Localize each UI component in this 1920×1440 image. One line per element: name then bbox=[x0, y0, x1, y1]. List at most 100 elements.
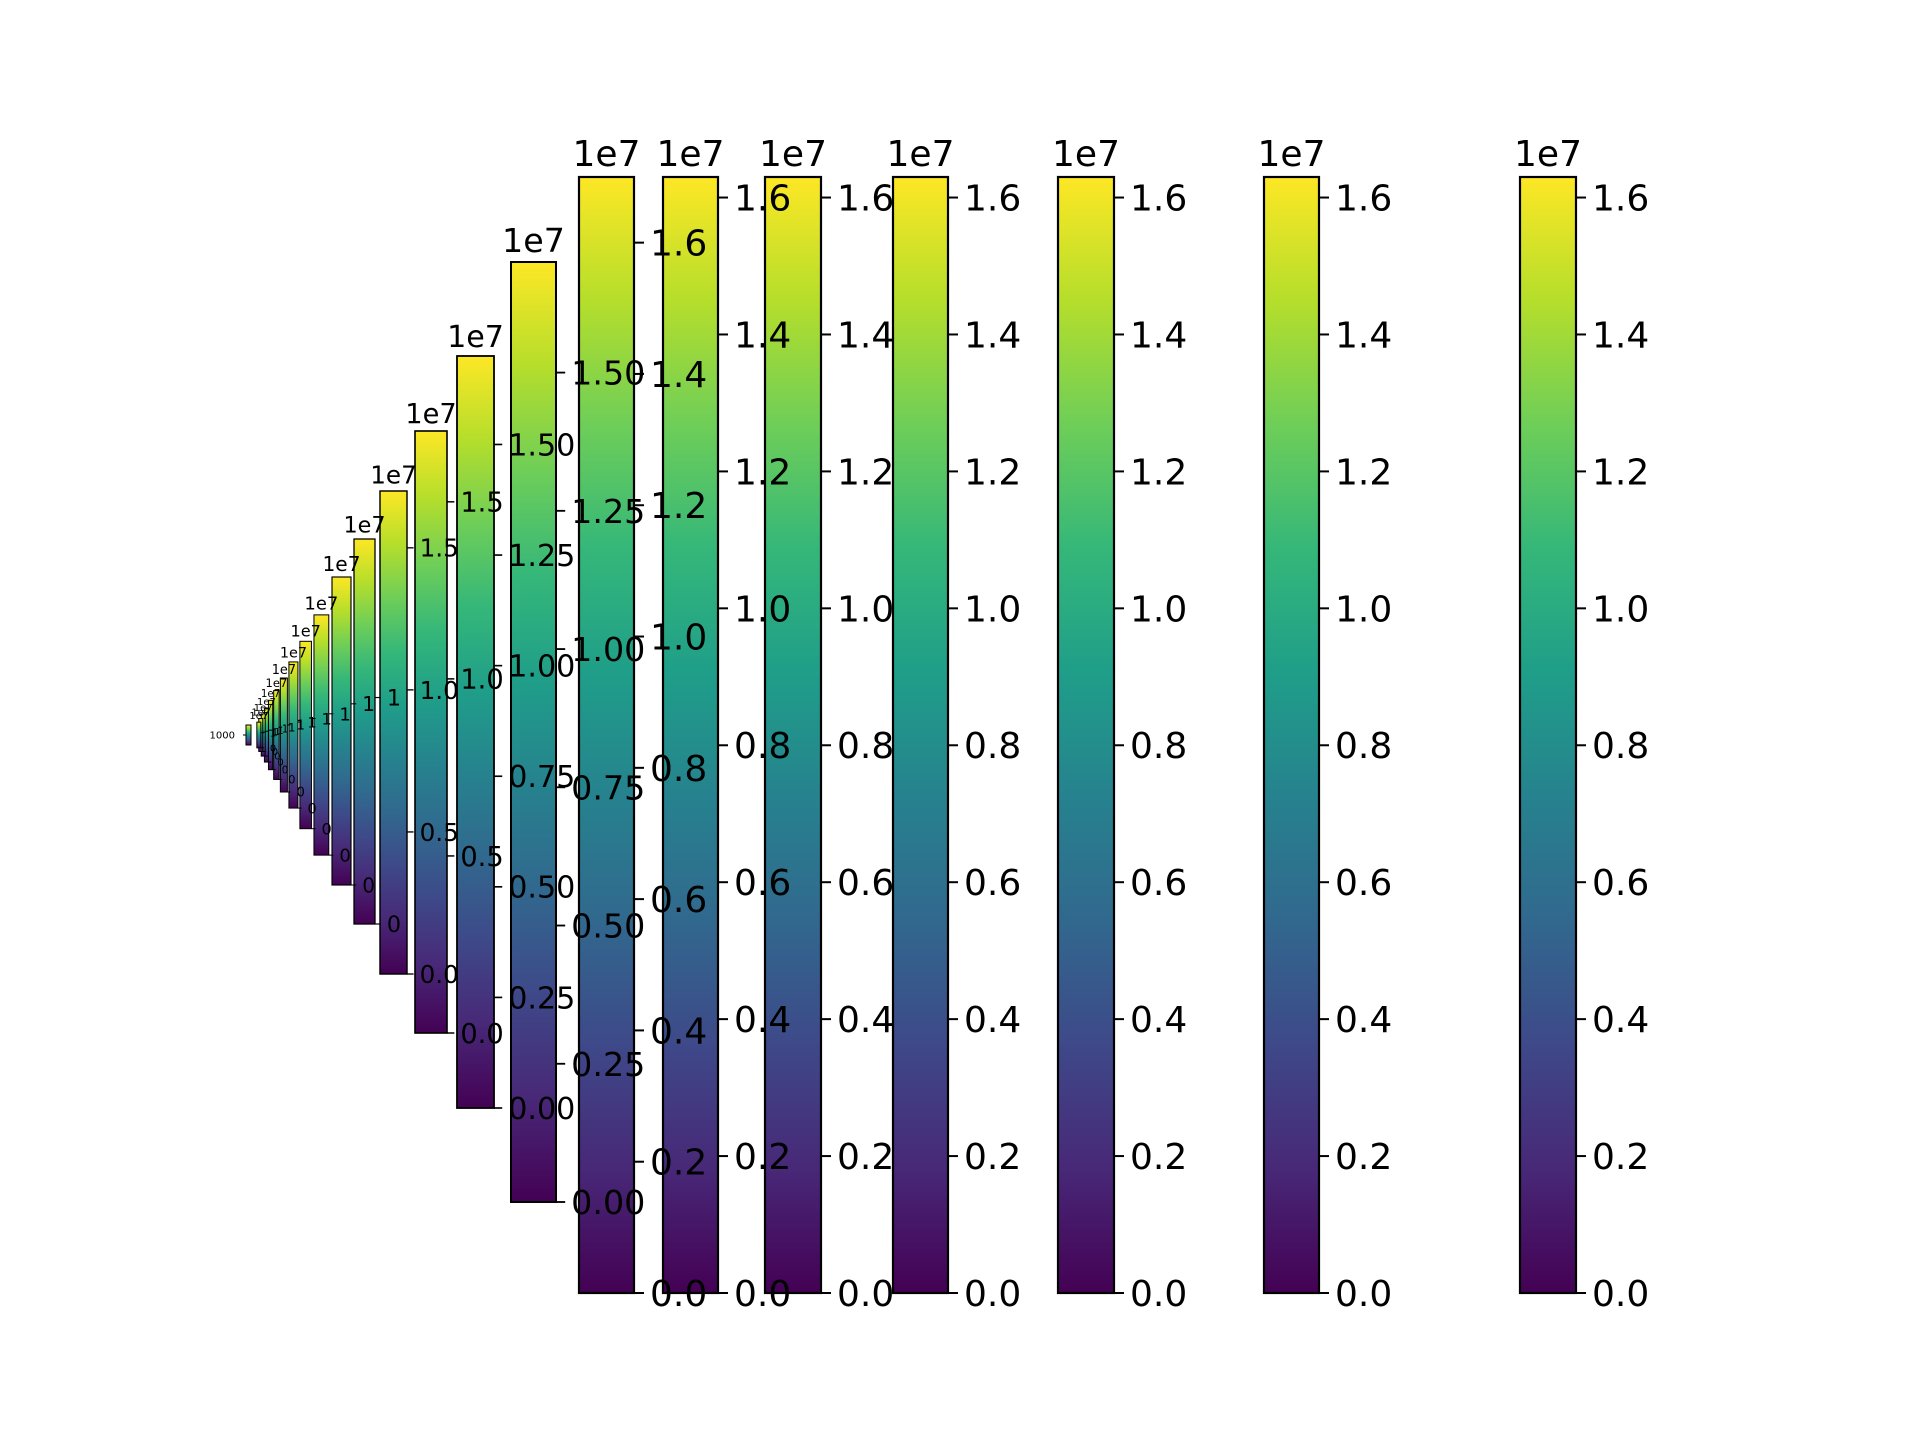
colorbar-tick-label: 0.5 bbox=[460, 842, 503, 873]
offset-label: 1e7 bbox=[304, 593, 338, 614]
colorbar-tick-label: 0.8 bbox=[1335, 726, 1392, 767]
colorbar-tick-label: 0 bbox=[387, 912, 401, 938]
offset-label: 1e7 bbox=[266, 676, 288, 690]
colorbar-tick-label: 0.6 bbox=[1335, 863, 1392, 904]
colorbar-tick-label: 1.00 bbox=[508, 649, 575, 684]
colorbar-tick-label: 1.0 bbox=[1130, 589, 1187, 630]
offset-label: 1e7 bbox=[272, 663, 296, 678]
colorbar-tick-label: 1.6 bbox=[1130, 178, 1187, 219]
colorbar-tick-label: 0.4 bbox=[1592, 1000, 1649, 1041]
colorbar-tick-label: 0.75 bbox=[571, 768, 645, 807]
colorbar-gradient bbox=[509, 260, 558, 1204]
colorbar-tick-label: 0 bbox=[308, 801, 317, 817]
colorbar-gradient bbox=[379, 490, 408, 975]
colorbar-tick-label: 0 bbox=[277, 758, 283, 769]
colorbar-gradient bbox=[577, 175, 636, 1295]
colorbar-tick-label: 0 bbox=[362, 873, 375, 897]
colorbar-tick-label: 0.2 bbox=[964, 1137, 1021, 1178]
colorbar: 1e7 0.00 0.25 0.50 0.75 1.00 1.25 1.50 bbox=[502, 221, 645, 1222]
colorbar-tick-label: 0.0 bbox=[1130, 1274, 1187, 1315]
colorbar-tick-label: 1.4 bbox=[964, 315, 1021, 356]
colorbar-tick-label: 1.2 bbox=[1335, 452, 1392, 493]
colorbar-tick-label: 1000 bbox=[210, 731, 235, 742]
colorbar-tick-label: 0.00 bbox=[508, 1092, 575, 1127]
colorbar-gradient bbox=[313, 614, 330, 856]
colorbar: 1e7 0.00 0.25 0.50 0.75 1.00 1.25 1.50 bbox=[447, 320, 575, 1127]
colorbar-tick-label: 1.2 bbox=[734, 452, 791, 493]
colorbar-tick-label: 1.0 bbox=[650, 617, 707, 658]
colorbar-tick-label: 1 bbox=[288, 720, 295, 734]
colorbar-tick-label: 0.25 bbox=[571, 1045, 645, 1084]
colorbar-tick-label: 0 bbox=[274, 752, 280, 763]
colorbar-tick-label: 1.0 bbox=[1592, 589, 1649, 630]
colorbar: 1e7 0.0 0.2 0.4 0.6 0.8 1.0 1.2 1.4 1.6 bbox=[759, 134, 894, 1315]
offset-label: 1e7 bbox=[502, 221, 565, 260]
colorbar-tick-label: 1.4 bbox=[734, 315, 791, 356]
offset-label: 1e7 bbox=[261, 688, 280, 700]
offset-label: 1e7 bbox=[257, 697, 276, 708]
colorbar-tick-label: 0.2 bbox=[734, 1137, 791, 1178]
colorbar-gradient bbox=[331, 576, 352, 886]
colorbar-tick-label: 1.4 bbox=[1335, 315, 1392, 356]
colorbar-tick-label: 0.2 bbox=[1130, 1137, 1187, 1178]
colorbar-gradient bbox=[891, 175, 950, 1295]
colorbar-tick-label: 0.0 bbox=[837, 1274, 894, 1315]
colorbar-tick-label: 1.0 bbox=[420, 676, 459, 705]
colorbar-tick-label: 0.8 bbox=[837, 726, 894, 767]
colorbar-gradient bbox=[299, 640, 312, 830]
colorbar: 1e7 0.0 0.2 0.4 0.6 0.8 1.0 1.2 1.4 1.6 bbox=[1258, 134, 1393, 1315]
colorbar-tick-label: 0.25 bbox=[508, 981, 575, 1016]
offset-label: 1e7 bbox=[290, 621, 320, 640]
offset-label: 1e7 bbox=[1052, 134, 1120, 175]
offset-label: 1e7 bbox=[370, 461, 417, 490]
colorbar-tick-label: 1.6 bbox=[734, 178, 791, 219]
colorbar: 1e7 0 1 bbox=[249, 711, 276, 754]
colorbar: 1e7 0.0 0.2 0.4 0.6 0.8 1.0 1.2 1.4 1.6 bbox=[887, 134, 1022, 1315]
colorbar-tick-label: 0.0 bbox=[420, 960, 459, 989]
offset-label: 1e7 bbox=[759, 134, 827, 175]
colorbar-tick-label: 1.0 bbox=[1335, 589, 1392, 630]
colorbar-tick-label: 0.8 bbox=[1592, 726, 1649, 767]
colorbar-tick-label: 1.25 bbox=[571, 492, 645, 531]
colorbar-tick-label: 1.0 bbox=[734, 589, 791, 630]
colorbar-tick-label: 0.4 bbox=[734, 1000, 791, 1041]
offset-label: 1e7 bbox=[249, 711, 268, 722]
offset-label: 1e7 bbox=[1258, 134, 1326, 175]
colorbar-tick-label: 0.0 bbox=[650, 1274, 707, 1315]
colorbar-tick-label: 1.0 bbox=[964, 589, 1021, 630]
colorbar-tick-label: 0.4 bbox=[650, 1011, 707, 1052]
offset-label: 1e7 bbox=[322, 552, 360, 576]
colorbar-tick-label: 0.0 bbox=[1335, 1274, 1392, 1315]
colorbar-tick-label: 1.5 bbox=[420, 534, 459, 563]
colorbar: 1e7 0.0 0.2 0.4 0.6 0.8 1.0 1.2 1.4 1.6 bbox=[573, 134, 708, 1315]
colorbar-tick-label: 0.6 bbox=[734, 863, 791, 904]
colorbar-tick-label: 0.4 bbox=[1130, 1000, 1187, 1041]
offset-label: 1e7 bbox=[573, 134, 641, 175]
colorbar-tick-label: 0.8 bbox=[650, 749, 707, 790]
colorbar-tick-label: 0.4 bbox=[964, 1000, 1021, 1041]
colorbar-tick-label: 1.6 bbox=[650, 224, 707, 265]
colorbar: 1e7 0.0 0.2 0.4 0.6 0.8 1.0 1.2 1.4 1.6 bbox=[1514, 134, 1649, 1315]
offset-label: 1e7 bbox=[1514, 134, 1582, 175]
colorbar-tick-label: 0.0 bbox=[964, 1274, 1021, 1315]
colorbar-gradient bbox=[1262, 175, 1321, 1295]
colorbar-tick-label: 0.2 bbox=[837, 1137, 894, 1178]
colorbar-tick-label: 1 bbox=[277, 726, 283, 737]
colorbar-tick-label: 0.2 bbox=[1592, 1137, 1649, 1178]
colorbar: 1e7 0 1 bbox=[290, 621, 331, 838]
colorbar-gradient bbox=[288, 661, 299, 809]
colorbar-tick-label: 0.50 bbox=[571, 907, 645, 946]
colorbar-tick-label: 0.0 bbox=[1592, 1274, 1649, 1315]
colorbar-gradient bbox=[256, 721, 262, 749]
colorbar-tick-label: 0 bbox=[282, 764, 289, 776]
colorbar-tick-label: 1.5 bbox=[460, 488, 503, 519]
colorbar-tick-label: 1.2 bbox=[1592, 452, 1649, 493]
colorbar-tick-label: 0.8 bbox=[734, 726, 791, 767]
colorbar-gradient bbox=[1056, 175, 1116, 1295]
colorbar-tick-label: 1 bbox=[272, 728, 278, 739]
colorbar-tick-label: 0 bbox=[270, 743, 276, 754]
